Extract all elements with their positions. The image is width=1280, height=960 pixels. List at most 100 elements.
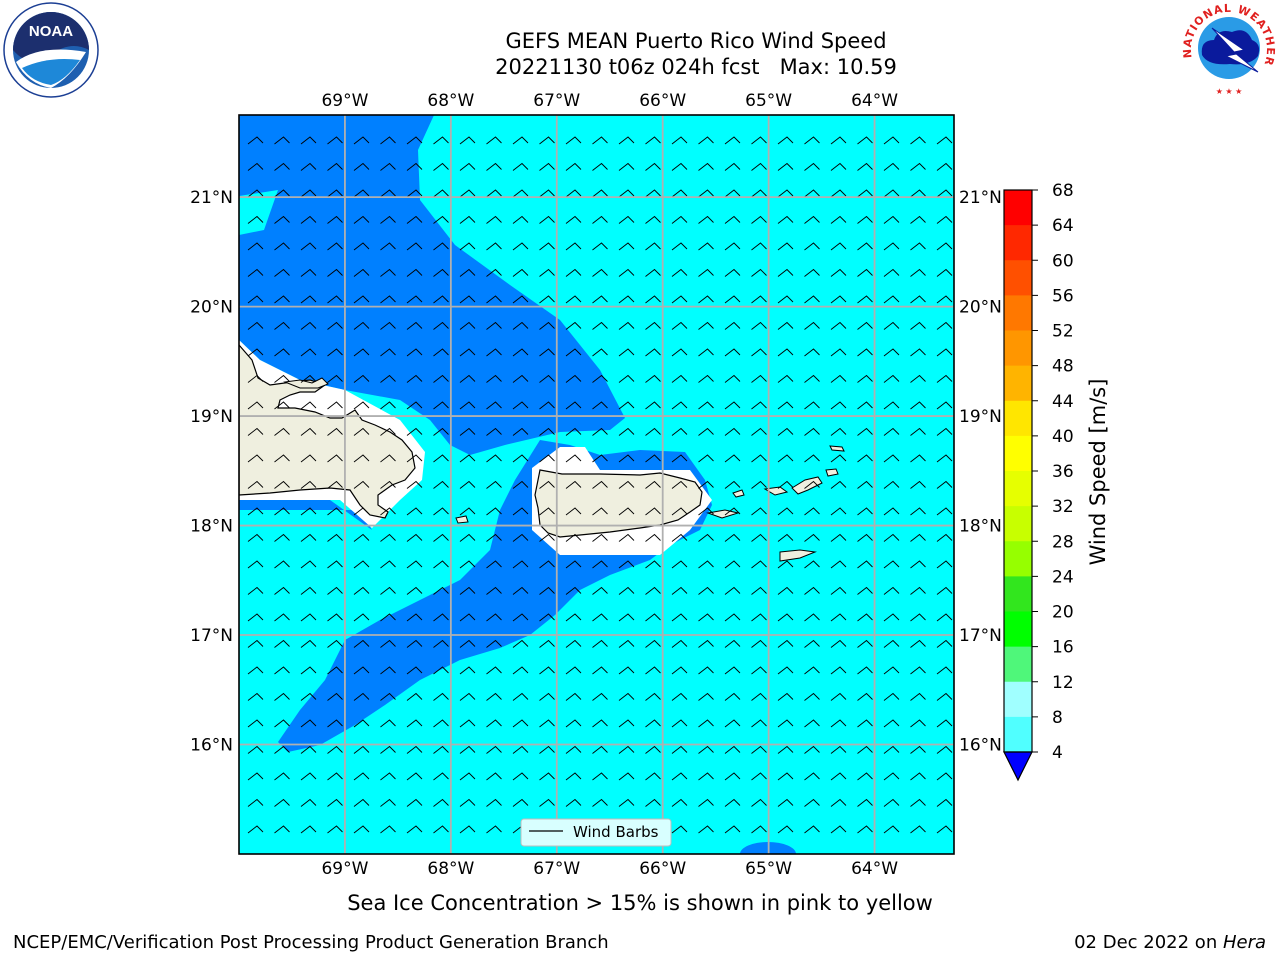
wind-barb	[671, 295, 688, 304]
wind-barb	[565, 136, 582, 145]
wind-barb	[698, 613, 714, 622]
wind-barb	[592, 533, 608, 542]
wind-barb	[751, 136, 767, 145]
wind-barb	[645, 374, 661, 383]
wind-barb	[380, 162, 396, 171]
wind-barb	[645, 136, 661, 145]
wind-barb	[777, 745, 794, 754]
wind-barb	[618, 321, 635, 330]
wind-barb	[565, 401, 582, 410]
wind-barb	[671, 639, 688, 648]
wind-barb	[936, 215, 953, 224]
colorbar-tick-label: 20	[1052, 603, 1074, 623]
wind-barb	[406, 772, 423, 781]
wind-barb	[406, 825, 423, 834]
wind-barb	[274, 215, 290, 224]
wind-barb	[910, 242, 926, 251]
wind-barb	[724, 772, 741, 781]
lat-tick-label-right: 16°N	[959, 736, 1002, 756]
wind-barb	[539, 321, 555, 330]
wind-barb	[857, 480, 873, 489]
wind-barb	[830, 772, 847, 781]
wind-barb	[910, 745, 926, 754]
wind-barb	[459, 136, 476, 145]
wind-barb	[592, 666, 608, 675]
wind-barb	[618, 268, 635, 277]
wind-barb	[883, 825, 900, 834]
wind-barb	[380, 454, 396, 463]
wind-barb	[804, 189, 820, 198]
wind-barb	[380, 666, 396, 675]
wind-barb	[698, 189, 714, 198]
colorbar-tick-label: 24	[1052, 567, 1074, 587]
wind-barb	[592, 136, 608, 145]
wind-barb	[698, 692, 714, 701]
wind-barb	[433, 268, 449, 277]
wind-barb	[830, 295, 847, 304]
lon-tick-label-bottom: 66°W	[639, 859, 686, 879]
wind-barb	[910, 268, 926, 277]
wind-barb	[751, 348, 767, 357]
wind-barb	[274, 454, 290, 463]
wind-barb	[724, 242, 741, 251]
wind-barb	[565, 507, 582, 516]
wind-barb	[910, 427, 926, 436]
wind-barb	[883, 639, 900, 648]
wind-barb	[274, 162, 290, 171]
wind-barb	[274, 772, 290, 781]
wind-barb	[539, 189, 555, 198]
wind-barb	[459, 427, 476, 436]
wind-barb	[353, 586, 370, 595]
wind-barb	[751, 586, 767, 595]
wind-barb	[883, 560, 900, 569]
wind-barb	[406, 136, 423, 145]
wind-barb	[247, 745, 264, 754]
wind-barb	[539, 348, 555, 357]
wind-barb	[671, 348, 688, 357]
wind-barb	[671, 427, 688, 436]
wind-barb	[698, 215, 714, 224]
wind-barb	[857, 586, 873, 595]
wind-barb	[247, 798, 264, 807]
wind-barb	[592, 745, 608, 754]
wind-barb	[830, 560, 847, 569]
wind-barb	[618, 745, 635, 754]
low-wind-region-north	[239, 115, 625, 455]
wind-barb	[433, 321, 449, 330]
wind-barb	[724, 162, 741, 171]
wind-barb	[936, 825, 953, 834]
wind-barb	[459, 242, 476, 251]
wind-barb	[565, 242, 582, 251]
wind-barb	[486, 268, 502, 277]
wind-barb	[830, 401, 847, 410]
colorbar-segment	[1004, 435, 1032, 472]
wind-barb	[327, 215, 343, 224]
wind-barb	[698, 719, 714, 728]
colorbar: 68 64 60 56 52 48 44 40 36 32 28 24 20 16 12 8 4	[1003, 181, 1074, 782]
wind-barb	[751, 745, 767, 754]
wind-barb	[883, 268, 900, 277]
wind-barb	[777, 719, 794, 728]
wind-barb	[804, 507, 820, 516]
footer-date-text: 02 Dec 2022 on	[1074, 932, 1223, 953]
wind-barb	[910, 586, 926, 595]
wind-barb	[751, 639, 767, 648]
wind-barb	[539, 162, 555, 171]
colorbar-segment	[1004, 611, 1032, 648]
wind-barb	[698, 507, 714, 516]
wind-barb	[830, 242, 847, 251]
wind-barb	[459, 268, 476, 277]
wind-barb	[830, 374, 847, 383]
wind-barb	[645, 321, 661, 330]
wind-barb	[857, 613, 873, 622]
wind-barb	[247, 268, 264, 277]
wind-barb	[910, 825, 926, 834]
wind-barb	[247, 480, 264, 489]
wind-barb	[274, 639, 290, 648]
wind-barb	[645, 215, 661, 224]
wind-barb	[645, 772, 661, 781]
wind-barb	[486, 348, 502, 357]
wind-barb	[910, 348, 926, 357]
wind-barb	[936, 268, 953, 277]
wind-barb	[804, 374, 820, 383]
